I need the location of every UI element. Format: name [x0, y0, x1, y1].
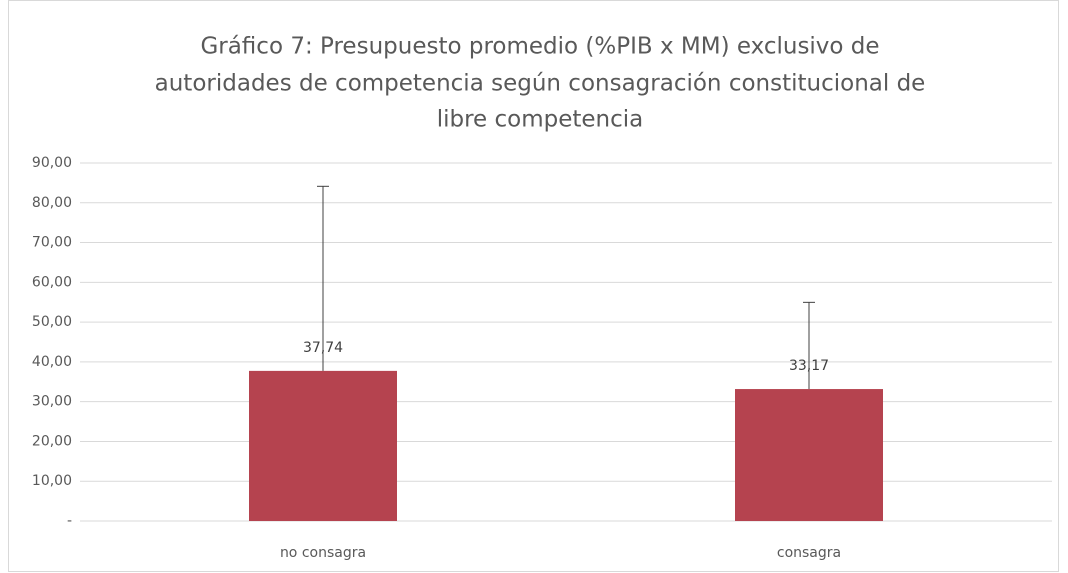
y-tick-label: 80,00	[32, 195, 72, 211]
y-tick-label: 90,00	[32, 155, 72, 171]
y-tick-label: -	[67, 513, 72, 529]
y-tick-label: 10,00	[32, 473, 72, 489]
y-tick-label: 40,00	[32, 354, 72, 370]
y-tick-label: 30,00	[32, 394, 72, 410]
data-label: 37,74	[303, 340, 343, 356]
chart-title: libre competencia	[437, 107, 644, 133]
bar	[735, 389, 883, 521]
data-label: 33,17	[789, 358, 829, 374]
y-tick-label: 60,00	[32, 274, 72, 290]
x-tick-label: no consagra	[280, 545, 366, 561]
x-tick-label: consagra	[777, 545, 841, 561]
chart-title: Gráfico 7: Presupuesto promedio (%PIB x …	[200, 34, 879, 60]
chart-border	[8, 0, 1059, 572]
y-tick-label: 50,00	[32, 314, 72, 330]
chart-title: autoridades de competencia según consagr…	[155, 71, 926, 97]
y-tick-label: 70,00	[32, 235, 72, 251]
y-tick-label: 20,00	[32, 433, 72, 449]
bar	[249, 370, 397, 521]
